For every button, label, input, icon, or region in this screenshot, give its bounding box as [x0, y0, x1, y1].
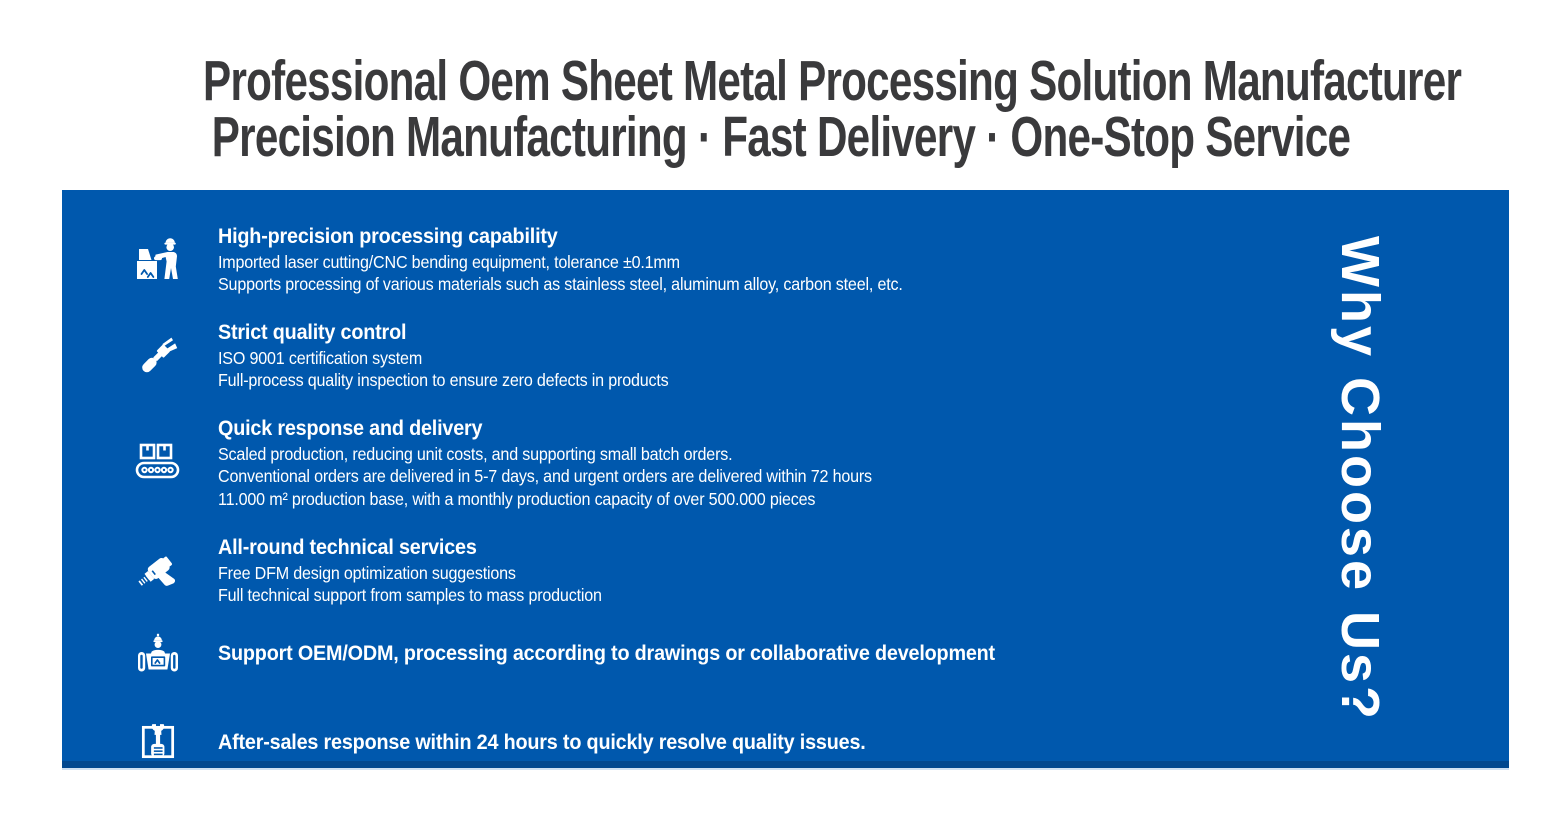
feature-content: High-precision processing capability Imp… — [218, 224, 903, 295]
feature-line: Free DFM design optimization suggestions — [218, 562, 516, 583]
blueprint-icon — [132, 631, 184, 675]
feature-heading: Support OEM/ODM, processing according to… — [218, 640, 995, 665]
feature-item-precision: High-precision processing capability Imp… — [132, 224, 1259, 295]
feature-heading: High-precision processing capability — [218, 224, 558, 248]
title-line-2: Precision Manufacturing · Fast Delivery … — [211, 105, 1351, 170]
feature-heading: Quick response and delivery — [218, 416, 483, 441]
feature-line: ISO 9001 certification system — [218, 348, 423, 369]
page-title: Professional Oem Sheet Metal Processing … — [203, 49, 1462, 170]
features-panel: High-precision processing capability Imp… — [62, 190, 1509, 768]
wrench-hand-icon — [132, 719, 184, 765]
feature-line: Full-process quality inspection to ensur… — [218, 370, 669, 391]
feature-list: High-precision processing capability Imp… — [132, 224, 1259, 765]
feature-content: Quick response and delivery Scaled produ… — [218, 416, 872, 509]
feature-line: Full technical support from samples to m… — [218, 584, 602, 605]
worker-machine-icon — [132, 236, 184, 284]
caliper-icon — [132, 332, 184, 380]
feature-line: Supports processing of various materials… — [218, 274, 903, 295]
feature-item-oem-odm: Support OEM/ODM, processing according to… — [132, 631, 1259, 675]
feature-line: Conventional orders are delivered in 5-7… — [218, 466, 872, 487]
feature-item-after-sales: After-sales response within 24 hours to … — [132, 719, 1259, 765]
feature-item-delivery: Quick response and delivery Scaled produ… — [132, 416, 1259, 509]
feature-line: Imported laser cutting/CNC bending equip… — [218, 252, 680, 273]
feature-heading: All-round technical services — [218, 534, 477, 559]
feature-item-technical: All-round technical services Free DFM de… — [132, 535, 1259, 606]
feature-content: Support OEM/ODM, processing according to… — [218, 641, 995, 665]
feature-heading: Strict quality control — [218, 320, 407, 345]
why-choose-us-label: Why Choose Us? — [1330, 235, 1390, 723]
feature-content: After-sales response within 24 hours to … — [218, 730, 866, 754]
title-line-1: Professional Oem Sheet Metal Processing … — [203, 49, 1462, 113]
feature-line: Scaled production, reducing unit costs, … — [218, 444, 733, 465]
feature-content: All-round technical services Free DFM de… — [218, 535, 602, 606]
feature-item-quality: Strict quality control ISO 9001 certific… — [132, 320, 1259, 391]
conveyor-icon — [132, 441, 184, 485]
feature-content: Strict quality control ISO 9001 certific… — [218, 320, 669, 391]
drill-icon — [132, 546, 184, 594]
feature-line: 11.000 m² production base, with a monthl… — [218, 488, 816, 509]
feature-heading: After-sales response within 24 hours to … — [218, 729, 866, 754]
